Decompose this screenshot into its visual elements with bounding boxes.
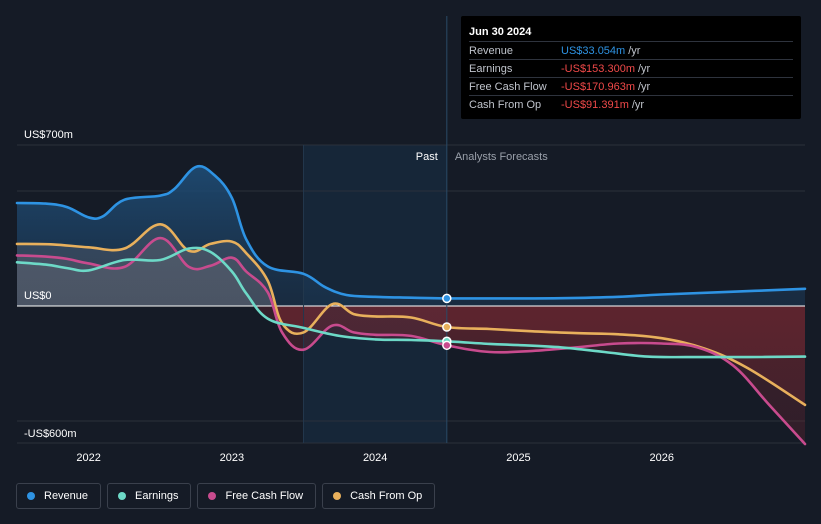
legend-label: Earnings [135, 490, 179, 502]
tooltip-unit: /yr [638, 80, 651, 93]
legend-dot-icon [208, 492, 217, 500]
marker-cash-from-op [442, 322, 452, 332]
legend-item-revenue[interactable]: Revenue [16, 483, 102, 509]
series-lines [15, 164, 807, 446]
area-cash-from-op [17, 224, 805, 306]
line-cash-from-op [15, 222, 807, 407]
tooltip-label: Free Cash Flow [469, 80, 547, 93]
tooltip-row-revenue: Revenue US$33.054m /yr [469, 41, 793, 59]
tooltip-row-cash-from-op: Cash From Op -US$91.391m /yr [469, 95, 793, 113]
legend-dot-icon [118, 492, 127, 500]
gridlines [17, 144, 805, 444]
tooltip-unit: /yr [628, 44, 641, 57]
y-axis-label: US$700m [24, 129, 73, 141]
x-axis-label: 2023 [220, 452, 244, 464]
area-negative-free-cash-flow [17, 306, 805, 444]
past-label: Past [416, 151, 438, 163]
legend-item-free-cash-flow[interactable]: Free Cash Flow [197, 483, 317, 509]
series-markers [442, 293, 452, 351]
legend-dot-icon [27, 492, 35, 500]
area-negative-cash-from-op [17, 306, 805, 405]
legend: Revenue Earnings Free Cash Flow Cash Fro… [16, 483, 436, 509]
tooltip-row-earnings: Earnings -US$153.300m /yr [469, 59, 793, 77]
tooltip-date: Jun 30 2024 [469, 26, 532, 38]
data-tooltip: Jun 30 2024 Revenue US$33.054m /yr Earni… [461, 16, 801, 119]
marker-revenue [442, 293, 452, 304]
line-revenue [15, 164, 807, 300]
y-axis-label: US$0 [24, 290, 52, 302]
legend-item-earnings[interactable]: Earnings [107, 483, 192, 509]
x-axis-label: 2025 [506, 452, 530, 464]
legend-label: Free Cash Flow [225, 490, 304, 502]
line-earnings [15, 246, 807, 359]
tooltip-value: -US$91.391m [561, 98, 629, 111]
tooltip-row-free-cash-flow: Free Cash Flow -US$170.963m /yr [469, 77, 793, 95]
tooltip-unit: /yr [631, 98, 645, 111]
tooltip-label: Cash From Op [469, 98, 542, 111]
y-axis-labels: US$700m US$0 -US$600m [24, 129, 77, 440]
legend-label: Cash From Op [350, 490, 423, 502]
tooltip-value: -US$170.963m [561, 80, 635, 93]
x-axis-label: 2026 [649, 452, 673, 464]
x-axis-label: 2024 [363, 452, 387, 464]
tooltip-value: -US$153.300m [561, 62, 635, 75]
tooltip-label: Earnings [469, 62, 513, 75]
tooltip-label: Revenue [469, 44, 514, 57]
forecast-label: Analysts Forecasts [455, 151, 548, 163]
chart-canvas: US$700m US$0 -US$600m 2022 2023 2024 2025 2026… [15, 16, 807, 464]
legend-label: Revenue [44, 490, 89, 502]
marker-free-cash-flow [442, 340, 452, 351]
legend-dot-icon [333, 492, 342, 500]
legend-item-cash-from-op[interactable]: Cash From Op [322, 483, 436, 509]
x-axis-label: 2022 [76, 452, 100, 464]
tooltip-value: US$33.054m [561, 44, 626, 57]
y-axis-label: -US$600m [24, 428, 77, 440]
tooltip-unit: /yr [638, 62, 651, 75]
x-axis-labels: 2022 2023 2024 2025 2026 [76, 452, 674, 464]
